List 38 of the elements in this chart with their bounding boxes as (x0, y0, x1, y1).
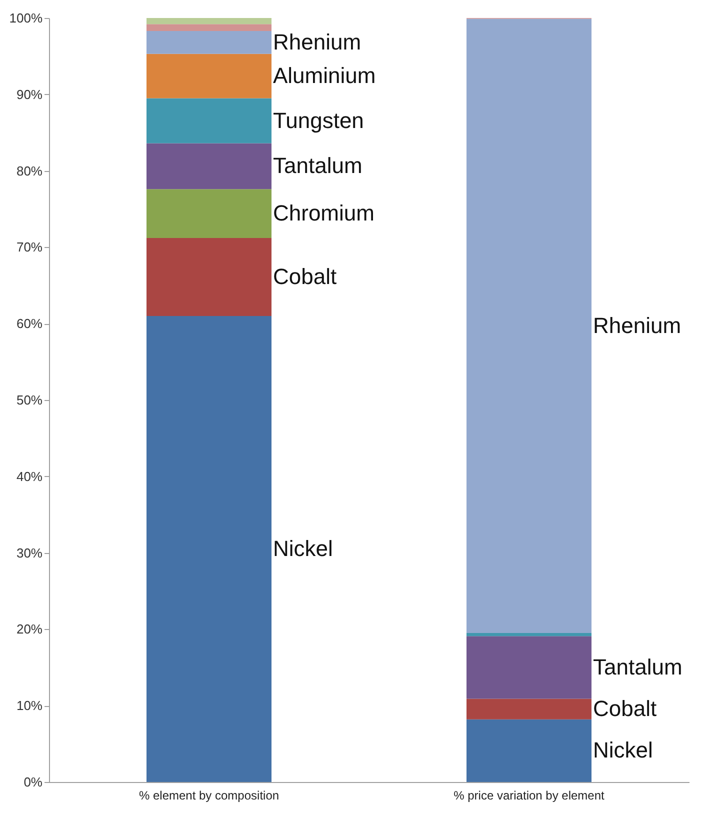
text: Tantalum (593, 654, 682, 680)
y-tick-label: 50% (16, 392, 43, 408)
y-tick-label: 0% (24, 774, 43, 790)
bar (466, 698, 592, 720)
bar (146, 30, 272, 54)
y-tick-label: 80% (16, 163, 43, 178)
x-tick-label: % price variation by element (454, 788, 606, 802)
y-tick-label: 40% (16, 468, 43, 484)
bar (466, 636, 592, 699)
text: Rhenium (593, 312, 682, 338)
bar (466, 633, 592, 636)
bar (146, 18, 272, 24)
series-label: Rhenium (273, 29, 362, 54)
series-label: Chromium (273, 200, 374, 226)
y-tick-label: 60% (16, 316, 43, 332)
y-tick-label: 20% (16, 622, 43, 637)
x-tick-label: % element by composition (138, 788, 280, 802)
y-tick-label: 30% (16, 545, 43, 560)
series-label: Tantalum (273, 153, 362, 178)
y-tick-label: 70% (16, 240, 43, 255)
series-label: Nickel (273, 536, 333, 561)
bar (466, 719, 592, 782)
bar (146, 143, 272, 190)
y-tick-label: 10% (16, 698, 43, 714)
text: Nickel (593, 738, 653, 763)
y-tick-label: 100% (9, 10, 43, 26)
bar (146, 316, 272, 782)
bar (146, 189, 272, 238)
series-label: Aluminium (273, 63, 376, 88)
bar (466, 18, 592, 634)
bar (146, 238, 272, 316)
bar (146, 54, 272, 98)
series-label: Tungsten (273, 108, 364, 133)
y-tick-label: 90% (16, 86, 43, 102)
series-label: Cobalt (273, 264, 337, 289)
bar (146, 24, 272, 31)
text: Cobalt (593, 696, 657, 722)
bar (146, 98, 272, 144)
